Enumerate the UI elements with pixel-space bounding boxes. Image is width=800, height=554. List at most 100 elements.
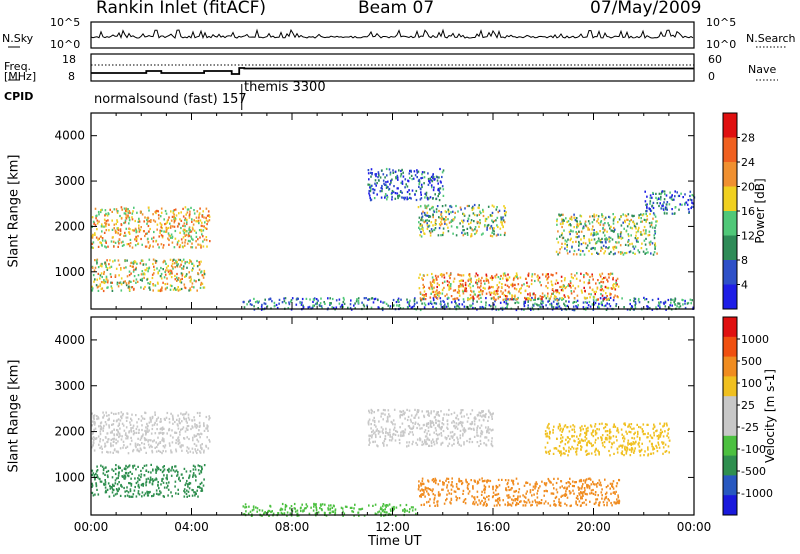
- scatter-cell: [524, 296, 526, 300]
- scatter-cell: [100, 445, 103, 448]
- scatter-cell: [618, 241, 620, 244]
- scatter-cell: [492, 276, 494, 279]
- scatter-cell: [561, 308, 563, 311]
- scatter-cell: [409, 169, 411, 172]
- scatter-cell: [684, 202, 686, 205]
- scatter-cell: [589, 500, 591, 503]
- scatter-cell: [595, 501, 597, 504]
- scatter-cell: [190, 427, 192, 431]
- scatter-cell: [441, 217, 444, 220]
- scatter-cell: [113, 428, 115, 431]
- scatter-cell: [624, 243, 627, 246]
- scatter-cell: [435, 302, 438, 305]
- scatter-cell: [170, 272, 172, 275]
- scatter-cell: [669, 196, 671, 199]
- scatter-cell: [92, 494, 95, 497]
- scatter-cell: [429, 419, 432, 423]
- scatter-cell: [414, 421, 417, 424]
- scatter-cell: [591, 275, 594, 278]
- scatter-cell: [92, 246, 94, 249]
- scatter-cell: [160, 234, 163, 237]
- scatter-cell: [276, 306, 279, 310]
- scatter-cell: [477, 414, 479, 417]
- scatter-cell: [527, 273, 530, 277]
- scatter-cell: [102, 467, 105, 470]
- scatter-cell: [654, 226, 656, 229]
- scatter-cell: [545, 273, 548, 276]
- scatter-cell: [543, 482, 546, 485]
- scatter-cell: [634, 300, 637, 304]
- scatter-cell: [447, 296, 449, 299]
- scatter-cell: [142, 482, 145, 485]
- scatter-cell: [191, 262, 193, 265]
- scatter-cell: [367, 420, 370, 423]
- scatter-cell: [480, 279, 482, 282]
- scatter-cell: [423, 503, 425, 506]
- scatter-cell: [507, 496, 509, 499]
- scatter-cell: [332, 510, 335, 513]
- scatter-cell: [660, 195, 662, 198]
- scatter-cell: [570, 217, 572, 220]
- scatter-cell: [147, 470, 150, 474]
- scatter-cell: [588, 241, 591, 245]
- scatter-cell: [476, 490, 479, 493]
- scatter-cell: [554, 282, 557, 285]
- scatter-cell: [475, 279, 478, 282]
- scatter-cell: [435, 479, 437, 482]
- scatter-cell: [165, 416, 168, 419]
- scatter-cell: [117, 259, 120, 262]
- scatter-cell: [568, 283, 570, 286]
- scatter-cell: [147, 430, 149, 433]
- scatter-cell: [560, 495, 562, 498]
- scatter-cell: [319, 302, 322, 305]
- scatter-cell: [191, 494, 194, 497]
- scatter-cell: [368, 411, 371, 414]
- scatter-cell: [502, 499, 504, 502]
- scatter-cell: [468, 298, 471, 301]
- scatter-cell: [203, 464, 206, 467]
- scatter-cell: [670, 301, 672, 304]
- scatter-cell: [580, 478, 582, 482]
- scatter-cell: [144, 429, 146, 432]
- scatter-cell: [471, 495, 473, 498]
- scatter-cell: [482, 232, 484, 235]
- scatter-cell: [464, 207, 466, 210]
- scatter-cell: [592, 308, 595, 311]
- scatter-cell: [98, 425, 100, 428]
- scatter-cell: [93, 280, 95, 283]
- scatter-cell: [420, 235, 423, 238]
- scatter-cell: [494, 493, 496, 496]
- scatter-cell: [428, 180, 430, 183]
- scatter-cell: [649, 209, 652, 212]
- scatter-cell: [385, 427, 387, 430]
- scatter-cell: [421, 224, 423, 227]
- scatter-cell: [136, 448, 139, 451]
- scatter-cell: [155, 240, 157, 243]
- scatter-cell: [116, 429, 119, 432]
- scatter-cell: [586, 244, 589, 247]
- scatter-cell: [606, 230, 608, 233]
- scatter-cell: [438, 420, 441, 423]
- scatter-cell: [202, 286, 205, 289]
- scatter-cell: [191, 242, 193, 245]
- scatter-cell: [409, 426, 411, 429]
- scatter-cell: [275, 303, 278, 307]
- scatter-cell: [439, 191, 441, 194]
- scatter-cell: [600, 293, 602, 296]
- scatter-cell: [558, 502, 561, 505]
- scatter-cell: [649, 225, 652, 228]
- scatter-cell: [163, 474, 165, 477]
- scatter-cell: [117, 240, 120, 243]
- scatter-cell: [600, 249, 602, 252]
- scatter-cell: [303, 509, 305, 512]
- scatter-cell: [203, 225, 205, 228]
- scatter-cell: [174, 229, 177, 233]
- scatter-cell: [445, 272, 448, 275]
- scatter-cell: [251, 509, 254, 512]
- scatter-cell: [669, 191, 671, 194]
- scatter-cell: [378, 510, 381, 513]
- scatter-cell: [461, 421, 463, 424]
- scatter-cell: [617, 496, 620, 499]
- scatter-cell: [175, 431, 178, 434]
- scatter-cell: [151, 451, 154, 454]
